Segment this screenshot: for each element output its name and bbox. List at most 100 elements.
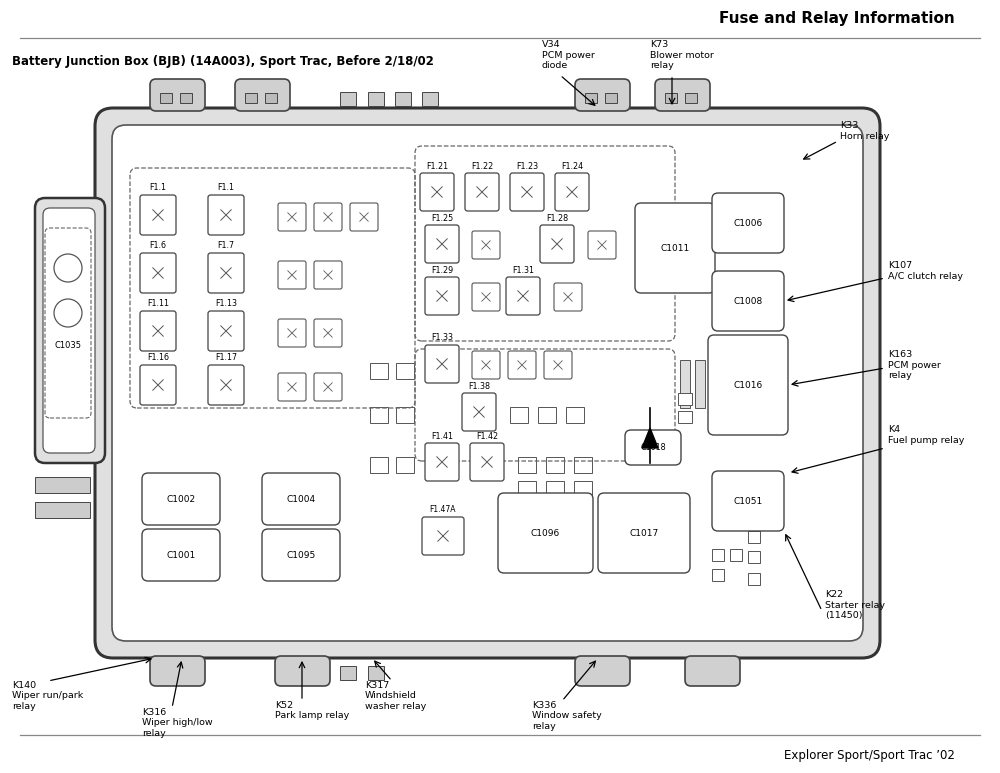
FancyBboxPatch shape xyxy=(425,443,459,481)
Text: C1004: C1004 xyxy=(286,495,316,503)
Bar xyxy=(685,93,697,103)
Text: K73
Blower motor
relay: K73 Blower motor relay xyxy=(650,40,714,70)
Text: F1.17: F1.17 xyxy=(215,353,237,363)
FancyBboxPatch shape xyxy=(588,231,616,259)
FancyBboxPatch shape xyxy=(208,195,244,235)
Bar xyxy=(566,407,584,423)
Bar xyxy=(510,407,528,423)
FancyBboxPatch shape xyxy=(140,195,176,235)
Text: F1.31: F1.31 xyxy=(512,265,534,274)
Bar xyxy=(585,93,597,103)
Bar xyxy=(422,92,438,106)
Bar xyxy=(605,93,617,103)
FancyBboxPatch shape xyxy=(544,351,572,379)
Bar xyxy=(712,549,724,561)
Text: C1006: C1006 xyxy=(733,219,763,227)
FancyBboxPatch shape xyxy=(262,529,340,581)
FancyBboxPatch shape xyxy=(635,203,715,293)
Text: K22
Starter relay
(11450): K22 Starter relay (11450) xyxy=(825,590,885,620)
Bar xyxy=(265,93,277,103)
Text: C1011: C1011 xyxy=(660,243,690,253)
Bar xyxy=(35,477,90,493)
FancyBboxPatch shape xyxy=(235,79,290,111)
Text: F1.23: F1.23 xyxy=(516,162,538,171)
Text: K316
Wiper high/low
relay: K316 Wiper high/low relay xyxy=(142,708,213,737)
Bar xyxy=(160,93,172,103)
Text: K4
Fuel pump relay: K4 Fuel pump relay xyxy=(888,425,964,444)
FancyBboxPatch shape xyxy=(712,471,784,531)
Bar xyxy=(680,360,690,408)
FancyBboxPatch shape xyxy=(472,231,500,259)
FancyBboxPatch shape xyxy=(314,373,342,401)
FancyBboxPatch shape xyxy=(420,173,454,211)
FancyBboxPatch shape xyxy=(275,656,330,686)
Text: F1.11: F1.11 xyxy=(147,299,169,308)
FancyBboxPatch shape xyxy=(655,79,710,111)
FancyBboxPatch shape xyxy=(470,443,504,481)
Text: K107
A/C clutch relay: K107 A/C clutch relay xyxy=(888,261,963,281)
Text: C1035: C1035 xyxy=(54,340,82,349)
Text: F1.6: F1.6 xyxy=(149,241,166,250)
FancyBboxPatch shape xyxy=(140,253,176,293)
FancyBboxPatch shape xyxy=(712,193,784,253)
FancyBboxPatch shape xyxy=(142,473,220,525)
Text: F1.33: F1.33 xyxy=(431,333,453,342)
Text: F1.1: F1.1 xyxy=(218,183,235,192)
FancyBboxPatch shape xyxy=(554,283,582,311)
Bar xyxy=(665,93,677,103)
Bar xyxy=(695,360,705,408)
Text: F1.42: F1.42 xyxy=(476,431,498,441)
FancyBboxPatch shape xyxy=(425,345,459,383)
FancyBboxPatch shape xyxy=(575,656,630,686)
Text: C1016: C1016 xyxy=(733,380,763,390)
FancyBboxPatch shape xyxy=(472,283,500,311)
Text: F1.28: F1.28 xyxy=(546,213,568,223)
Circle shape xyxy=(54,299,82,327)
Bar xyxy=(748,531,760,543)
Text: F1.22: F1.22 xyxy=(471,162,493,171)
FancyBboxPatch shape xyxy=(685,656,740,686)
Text: C1017: C1017 xyxy=(629,529,659,537)
FancyBboxPatch shape xyxy=(540,225,574,263)
Text: V34
PCM power
diode: V34 PCM power diode xyxy=(542,40,595,70)
Bar xyxy=(678,411,692,423)
Text: C1096: C1096 xyxy=(531,529,560,537)
FancyBboxPatch shape xyxy=(425,225,459,263)
FancyBboxPatch shape xyxy=(208,253,244,293)
Bar xyxy=(35,502,90,518)
Text: F1.13: F1.13 xyxy=(215,299,237,308)
Text: C1001: C1001 xyxy=(166,550,196,560)
FancyBboxPatch shape xyxy=(350,203,378,231)
FancyBboxPatch shape xyxy=(150,656,205,686)
FancyBboxPatch shape xyxy=(708,335,788,435)
Text: K336
Window safety
relay: K336 Window safety relay xyxy=(532,701,602,730)
FancyBboxPatch shape xyxy=(462,393,496,431)
Bar xyxy=(370,407,388,423)
Text: K52
Park lamp relay: K52 Park lamp relay xyxy=(275,701,349,720)
Text: K33
Horn relay: K33 Horn relay xyxy=(840,121,889,141)
Bar xyxy=(396,457,414,473)
FancyBboxPatch shape xyxy=(140,311,176,351)
Bar xyxy=(730,549,742,561)
Text: F1.1: F1.1 xyxy=(149,183,166,192)
Bar xyxy=(370,457,388,473)
Bar xyxy=(340,666,356,680)
Text: F1.41: F1.41 xyxy=(431,431,453,441)
FancyBboxPatch shape xyxy=(150,79,205,111)
Text: Explorer Sport/Sport Trac ’02: Explorer Sport/Sport Trac ’02 xyxy=(784,748,955,761)
Text: F1.24: F1.24 xyxy=(561,162,583,171)
Bar xyxy=(245,93,257,103)
Bar xyxy=(518,457,536,473)
FancyBboxPatch shape xyxy=(510,173,544,211)
Text: F1.29: F1.29 xyxy=(431,265,453,274)
FancyBboxPatch shape xyxy=(465,173,499,211)
Bar xyxy=(546,481,564,497)
FancyBboxPatch shape xyxy=(425,277,459,315)
Bar xyxy=(546,457,564,473)
Bar xyxy=(396,407,414,423)
Text: Fuse and Relay Information: Fuse and Relay Information xyxy=(719,11,955,26)
FancyBboxPatch shape xyxy=(422,517,464,555)
Bar xyxy=(748,573,760,585)
FancyBboxPatch shape xyxy=(43,208,95,453)
Text: F1.7: F1.7 xyxy=(217,241,235,250)
